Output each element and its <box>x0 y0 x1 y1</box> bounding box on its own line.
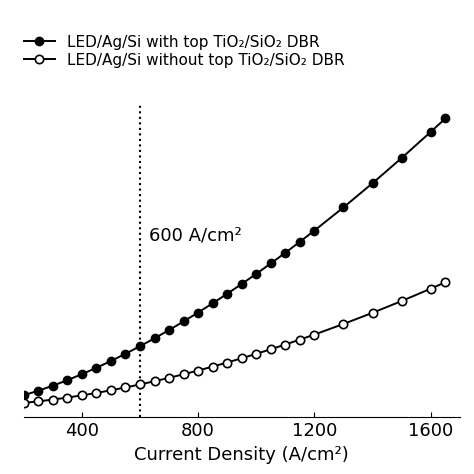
LED/Ag/Si without top TiO₂/SiO₂ DBR <box>399 298 404 304</box>
LED/Ag/Si with top TiO₂/SiO₂ DBR <box>341 205 346 210</box>
LED/Ag/Si without top TiO₂/SiO₂ DBR <box>152 378 157 384</box>
Line: LED/Ag/Si without top TiO₂/SiO₂ DBR: LED/Ag/Si without top TiO₂/SiO₂ DBR <box>19 278 449 407</box>
LED/Ag/Si without top TiO₂/SiO₂ DBR <box>181 372 186 377</box>
LED/Ag/Si with top TiO₂/SiO₂ DBR <box>181 319 186 324</box>
LED/Ag/Si without top TiO₂/SiO₂ DBR <box>341 321 346 327</box>
LED/Ag/Si without top TiO₂/SiO₂ DBR <box>93 390 99 396</box>
LED/Ag/Si with top TiO₂/SiO₂ DBR <box>195 310 201 315</box>
LED/Ag/Si with top TiO₂/SiO₂ DBR <box>224 291 230 297</box>
LED/Ag/Si with top TiO₂/SiO₂ DBR <box>36 388 41 393</box>
LED/Ag/Si without top TiO₂/SiO₂ DBR <box>254 351 259 356</box>
LED/Ag/Si with top TiO₂/SiO₂ DBR <box>152 336 157 341</box>
LED/Ag/Si with top TiO₂/SiO₂ DBR <box>21 392 27 398</box>
LED/Ag/Si without top TiO₂/SiO₂ DBR <box>50 397 55 402</box>
LED/Ag/Si with top TiO₂/SiO₂ DBR <box>166 327 172 333</box>
LED/Ag/Si with top TiO₂/SiO₂ DBR <box>370 180 375 186</box>
LED/Ag/Si with top TiO₂/SiO₂ DBR <box>64 377 70 383</box>
LED/Ag/Si without top TiO₂/SiO₂ DBR <box>21 400 27 406</box>
LED/Ag/Si without top TiO₂/SiO₂ DBR <box>224 360 230 365</box>
LED/Ag/Si with top TiO₂/SiO₂ DBR <box>50 383 55 389</box>
LED/Ag/Si without top TiO₂/SiO₂ DBR <box>428 286 434 292</box>
LED/Ag/Si without top TiO₂/SiO₂ DBR <box>370 310 375 316</box>
Line: LED/Ag/Si with top TiO₂/SiO₂ DBR: LED/Ag/Si with top TiO₂/SiO₂ DBR <box>19 114 449 400</box>
LED/Ag/Si without top TiO₂/SiO₂ DBR <box>268 346 273 352</box>
LED/Ag/Si without top TiO₂/SiO₂ DBR <box>108 387 114 393</box>
Text: 600 A/cm²: 600 A/cm² <box>149 227 241 245</box>
LED/Ag/Si with top TiO₂/SiO₂ DBR <box>311 228 317 233</box>
LED/Ag/Si with top TiO₂/SiO₂ DBR <box>137 343 143 349</box>
X-axis label: Current Density (A/cm²): Current Density (A/cm²) <box>134 446 349 464</box>
LED/Ag/Si with top TiO₂/SiO₂ DBR <box>442 116 448 121</box>
LED/Ag/Si with top TiO₂/SiO₂ DBR <box>239 281 245 287</box>
LED/Ag/Si with top TiO₂/SiO₂ DBR <box>283 250 288 255</box>
LED/Ag/Si with top TiO₂/SiO₂ DBR <box>210 301 216 306</box>
LED/Ag/Si without top TiO₂/SiO₂ DBR <box>297 337 303 342</box>
LED/Ag/Si without top TiO₂/SiO₂ DBR <box>64 395 70 401</box>
LED/Ag/Si with top TiO₂/SiO₂ DBR <box>254 271 259 277</box>
LED/Ag/Si without top TiO₂/SiO₂ DBR <box>195 368 201 374</box>
LED/Ag/Si without top TiO₂/SiO₂ DBR <box>283 342 288 347</box>
LED/Ag/Si with top TiO₂/SiO₂ DBR <box>123 351 128 356</box>
LED/Ag/Si with top TiO₂/SiO₂ DBR <box>297 239 303 245</box>
Legend: LED/Ag/Si with top TiO₂/SiO₂ DBR, LED/Ag/Si without top TiO₂/SiO₂ DBR: LED/Ag/Si with top TiO₂/SiO₂ DBR, LED/Ag… <box>23 34 346 70</box>
LED/Ag/Si without top TiO₂/SiO₂ DBR <box>123 384 128 390</box>
LED/Ag/Si with top TiO₂/SiO₂ DBR <box>399 155 404 161</box>
LED/Ag/Si without top TiO₂/SiO₂ DBR <box>239 356 245 361</box>
LED/Ag/Si without top TiO₂/SiO₂ DBR <box>442 280 448 285</box>
LED/Ag/Si without top TiO₂/SiO₂ DBR <box>36 399 41 404</box>
LED/Ag/Si without top TiO₂/SiO₂ DBR <box>210 364 216 369</box>
LED/Ag/Si with top TiO₂/SiO₂ DBR <box>93 365 99 371</box>
LED/Ag/Si with top TiO₂/SiO₂ DBR <box>108 358 114 364</box>
LED/Ag/Si with top TiO₂/SiO₂ DBR <box>79 371 85 377</box>
LED/Ag/Si without top TiO₂/SiO₂ DBR <box>79 392 85 398</box>
LED/Ag/Si without top TiO₂/SiO₂ DBR <box>311 332 317 337</box>
LED/Ag/Si without top TiO₂/SiO₂ DBR <box>137 382 143 387</box>
LED/Ag/Si without top TiO₂/SiO₂ DBR <box>166 375 172 381</box>
LED/Ag/Si with top TiO₂/SiO₂ DBR <box>428 129 434 135</box>
LED/Ag/Si with top TiO₂/SiO₂ DBR <box>268 261 273 266</box>
